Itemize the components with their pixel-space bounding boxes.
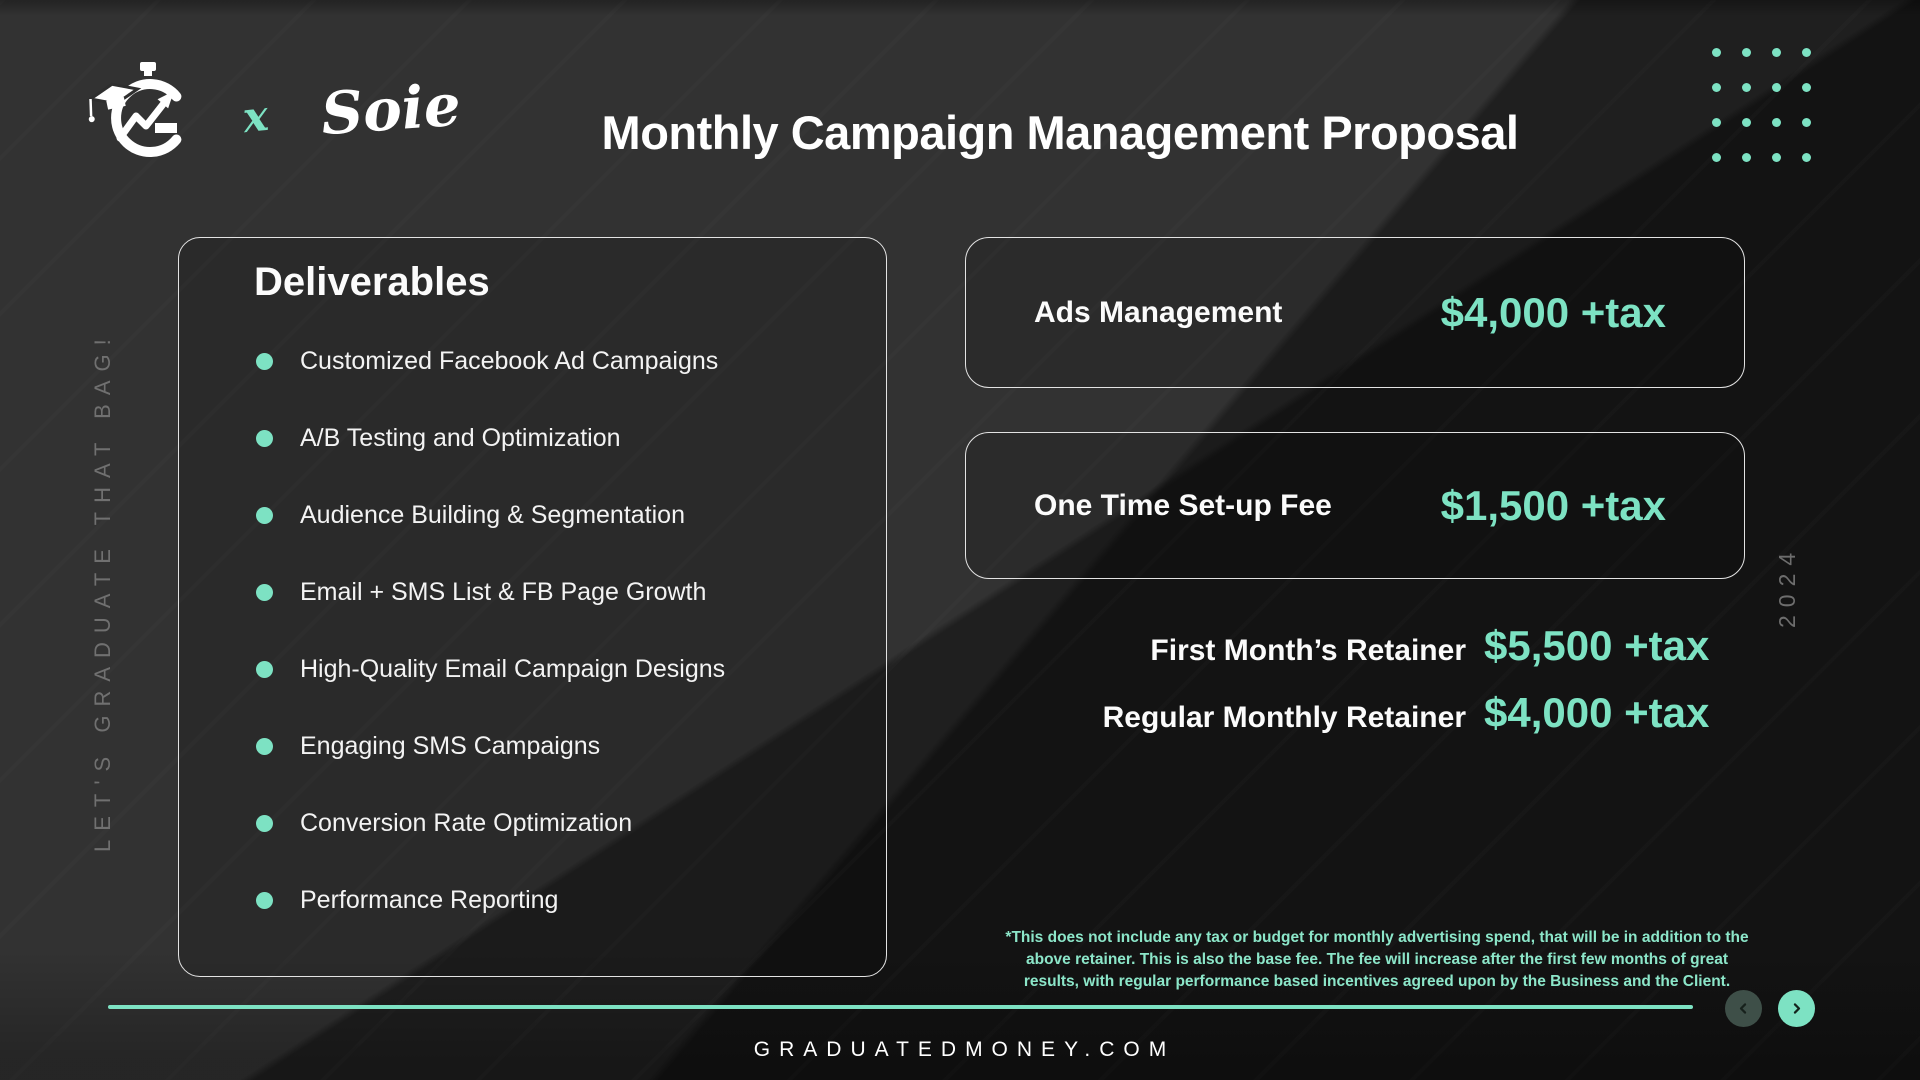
list-item: High-Quality Email Campaign Designs [256,656,862,682]
page-title: Monthly Campaign Management Proposal [601,106,1519,160]
bullet-dot-icon [256,891,273,909]
list-item-label: Engaging SMS Campaigns [300,732,601,760]
ads-management-price-card: Ads Management $4,000 +tax [965,237,1745,388]
footer-accent-line [108,1005,1693,1009]
deliverables-title: Deliverables [254,260,490,304]
bullet-dot-icon [256,506,273,524]
retainer-label: Regular Monthly Retainer [1102,701,1466,734]
next-slide-button[interactable] [1778,990,1815,1027]
svg-text:Soie: Soie [319,71,463,149]
list-item-label: Audience Building & Segmentation [300,501,685,529]
bullet-dot-icon [256,660,273,678]
price-card-amount: $4,000 +tax [1440,288,1666,336]
price-card-label: Ads Management [1034,295,1283,329]
collab-x-icon: x [240,90,271,143]
list-item: Engaging SMS Campaigns [256,733,862,759]
bullet-dot-icon [256,583,273,601]
bullet-dot-icon [256,814,273,832]
soie-brand-logo: Soie [319,71,463,149]
retainer-label: First Month’s Retainer [1150,634,1466,667]
pricing-disclaimer: *This does not include any tax or budget… [1005,928,1749,991]
bullet-dot-icon [256,352,273,370]
list-item: A/B Testing and Optimization [256,425,862,451]
retainer-amount: $4,000 +tax [1484,689,1710,736]
list-item-label: A/B Testing and Optimization [300,424,621,452]
list-item-label: High-Quality Email Campaign Designs [300,655,726,683]
first-month-retainer-row: First Month’s Retainer $5,500 +tax [990,622,1746,676]
right-vertical-year: 2024 [1774,544,1800,628]
dot-grid-decoration [1712,48,1811,162]
list-item-label: Email + SMS List & FB Page Growth [300,578,707,606]
setup-fee-price-card: One Time Set-up Fee $1,500 +tax [965,432,1745,579]
list-item: Conversion Rate Optimization [256,810,862,836]
list-item-label: Customized Facebook Ad Campaigns [300,347,719,375]
list-item: Customized Facebook Ad Campaigns [256,348,862,374]
bullet-dot-icon [256,429,273,447]
list-item: Audience Building & Segmentation [256,502,862,528]
bullet-dot-icon [256,737,273,755]
regular-monthly-retainer-row: Regular Monthly Retainer $4,000 +tax [990,689,1746,743]
retainer-summary: First Month’s Retainer $5,500 +tax Regul… [990,622,1746,756]
retainer-amount: $5,500 +tax [1484,622,1710,669]
price-card-label: One Time Set-up Fee [1034,488,1332,522]
deliverables-panel: Deliverables Customized Facebook Ad Camp… [178,237,887,977]
previous-slide-button[interactable] [1725,990,1762,1027]
website-url: GRADUATEDMONEY.COM [753,1038,1176,1061]
price-card-amount: $1,500 +tax [1440,481,1666,529]
list-item: Email + SMS List & FB Page Growth [256,579,862,605]
deliverables-list: Customized Facebook Ad Campaigns A/B Tes… [256,348,862,964]
chevron-left-icon [1739,1003,1747,1014]
chevron-right-icon [1793,1003,1801,1014]
list-item: Performance Reporting [256,887,862,913]
list-item-label: Conversion Rate Optimization [300,809,633,837]
graduated-money-logo-icon [86,62,182,157]
list-item-label: Performance Reporting [300,886,559,914]
left-vertical-tagline: LET'S GRADUATE THAT BAG! [90,330,115,852]
